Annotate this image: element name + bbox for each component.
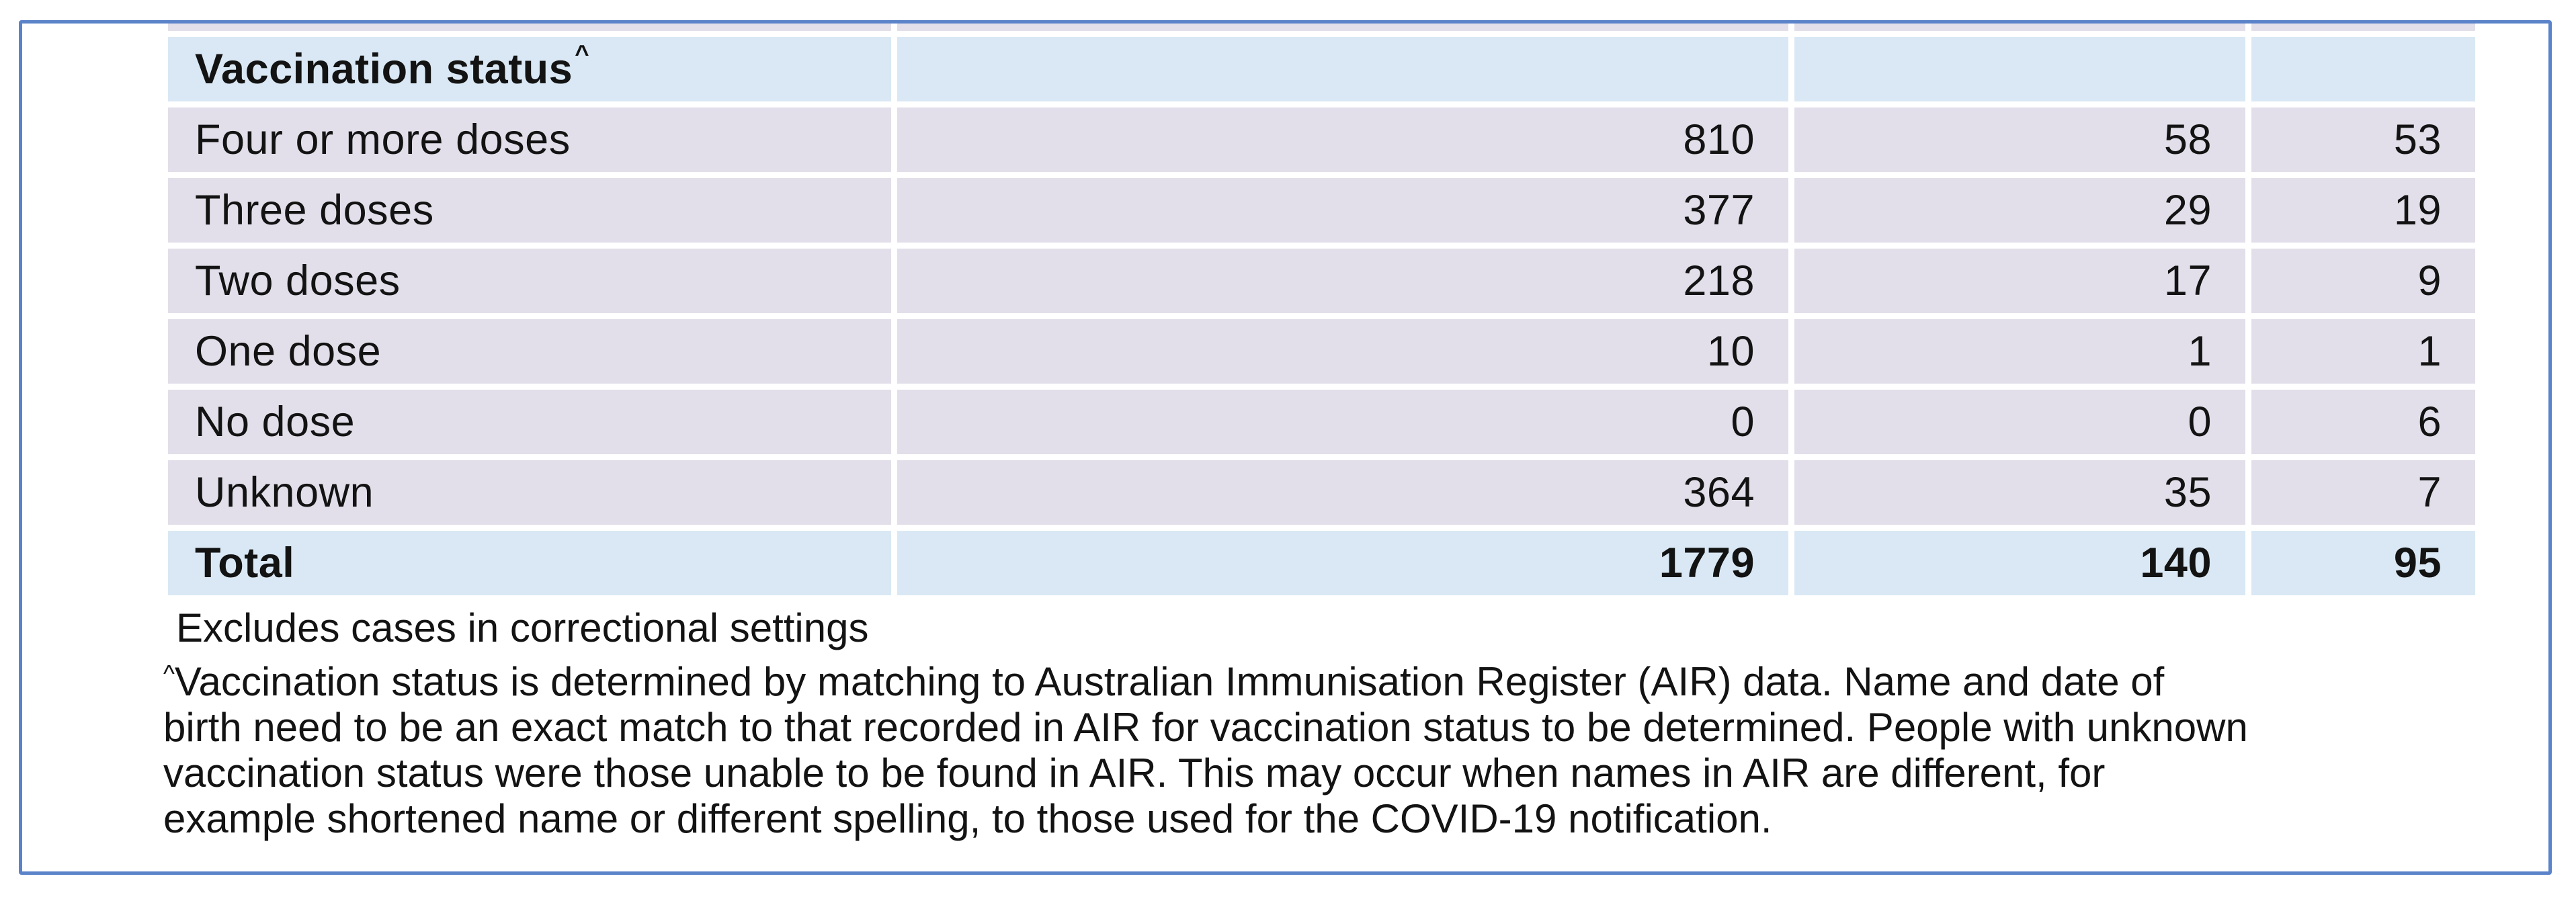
- table-total-row: Total 1779 140 95: [168, 531, 2475, 595]
- header-empty-cell: [2251, 37, 2475, 101]
- vaccination-table: Vaccination status ^ Four or more doses 81…: [168, 22, 2475, 601]
- header-label-text: Vaccination status: [195, 46, 573, 93]
- cropped-cell: [897, 22, 1788, 31]
- row-value: 364: [897, 460, 1788, 525]
- row-value: 218: [897, 249, 1788, 313]
- total-value: 1779: [897, 531, 1788, 595]
- table-row: Three doses 377 29 19: [168, 178, 2475, 243]
- header-empty-cell: [897, 37, 1788, 101]
- table-body: Four or more doses 810 58 53 Three doses 377 2…: [168, 108, 2475, 525]
- cropped-cell: [2251, 22, 2475, 31]
- row-value: 19: [2251, 178, 2475, 243]
- row-label: One dose: [168, 319, 891, 384]
- row-value: 377: [897, 178, 1788, 243]
- row-label: Three doses: [168, 178, 891, 243]
- row-label: Four or more doses: [168, 108, 891, 172]
- cropped-row: [168, 22, 2475, 31]
- row-value: 58: [1794, 108, 2245, 172]
- footnote-line: vaccination status were those unable to …: [163, 750, 2106, 796]
- footnote-line: ^Vaccination status is determined by mat…: [163, 658, 2165, 704]
- total-value: 95: [2251, 531, 2475, 595]
- table-row: Four or more doses 810 58 53: [168, 108, 2475, 172]
- row-value: 53: [2251, 108, 2475, 172]
- row-value: 7: [2251, 460, 2475, 525]
- row-value: 1: [2251, 319, 2475, 384]
- cropped-cell: [168, 22, 891, 31]
- row-value: 6: [2251, 390, 2475, 454]
- table-row: No dose 0 0 6: [168, 390, 2475, 454]
- row-value: 17: [1794, 249, 2245, 313]
- row-value: 1: [1794, 319, 2245, 384]
- row-value: 35: [1794, 460, 2245, 525]
- table-row: Two doses 218 17 9: [168, 249, 2475, 313]
- row-label: No dose: [168, 390, 891, 454]
- table-row: One dose 10 1 1: [168, 319, 2475, 384]
- total-value: 140: [1794, 531, 2245, 595]
- row-value: 0: [897, 390, 1788, 454]
- row-label: Unknown: [168, 460, 891, 525]
- row-value: 810: [897, 108, 1788, 172]
- header-superscript: ^: [575, 40, 590, 68]
- row-value: 0: [1794, 390, 2245, 454]
- header-empty-cell: [1794, 37, 2245, 101]
- footnote-line: birth need to be an exact match to that …: [163, 704, 2248, 750]
- total-label: Total: [168, 531, 891, 595]
- row-value: 10: [897, 319, 1788, 384]
- footnote-superscript: ^: [163, 660, 175, 687]
- table-row: Unknown 364 35 7: [168, 460, 2475, 525]
- table-header-row: Vaccination status ^: [168, 37, 2475, 101]
- footnote-line: example shortened name or different spel…: [163, 796, 1772, 841]
- footnotes: Excludes cases in correctional settings ^…: [163, 605, 2482, 842]
- cropped-cell: [1794, 22, 2245, 31]
- row-value: 29: [1794, 178, 2245, 243]
- row-label: Two doses: [168, 249, 891, 313]
- table-header-label: Vaccination status ^: [168, 37, 891, 101]
- footnote-line: Excludes cases in correctional settings: [176, 605, 869, 650]
- row-value: 9: [2251, 249, 2475, 313]
